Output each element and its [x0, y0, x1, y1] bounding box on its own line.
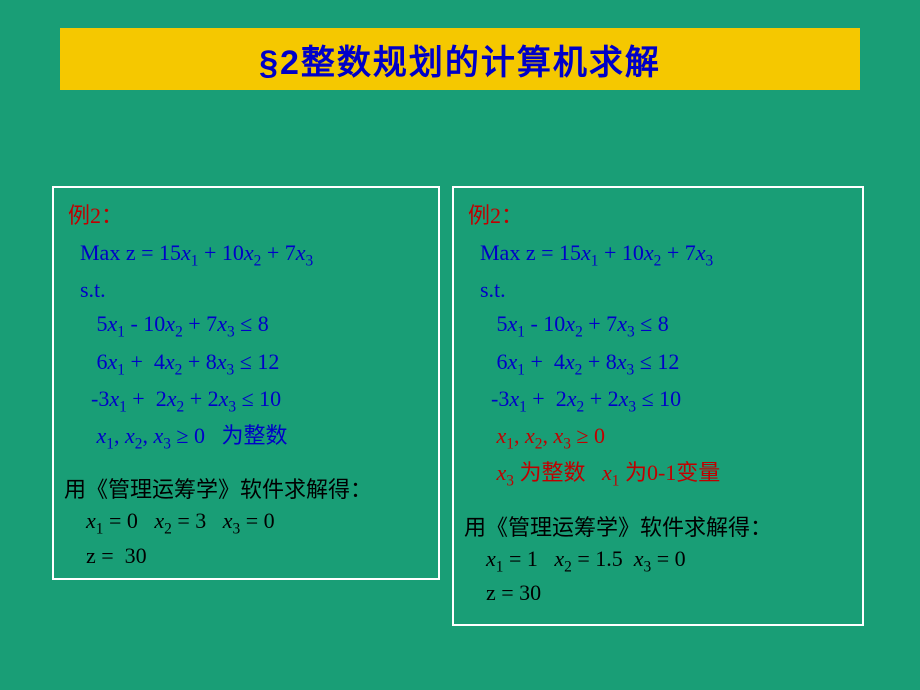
result-row-2-left: z = 30 — [86, 541, 430, 571]
constraint-3-right: -3x1 + 2x2 + 2x3 ≤ 10 — [480, 382, 854, 419]
page-title: §2整数规划的计算机求解 — [259, 35, 661, 84]
math-block-right: Max z = 15x1 + 10x2 + 7x3 s.t. 5x1 - 10x… — [480, 236, 854, 494]
example-box-left: 例2： Max z = 15x1 + 10x2 + 7x3 s.t. 5x1 -… — [52, 186, 440, 580]
result-row-2-right: z = 30 — [486, 578, 854, 608]
constraint-3-left: -3x1 + 2x2 + 2x3 ≤ 10 — [80, 382, 430, 419]
example-label-left: 例2： — [68, 198, 430, 230]
example-label-right: 例2： — [468, 198, 854, 230]
math-block-left: Max z = 15x1 + 10x2 + 7x3 s.t. 5x1 - 10x… — [80, 236, 430, 456]
title-bar: §2整数规划的计算机求解 — [60, 28, 860, 90]
condition-left: x1, x2, x3 ≥ 0 为整数 — [80, 419, 430, 456]
constraint-1-left: 5x1 - 10x2 + 7x3 ≤ 8 — [80, 307, 430, 344]
example-box-right: 例2： Max z = 15x1 + 10x2 + 7x3 s.t. 5x1 -… — [452, 186, 864, 626]
objective-right: Max z = 15x1 + 10x2 + 7x3 — [480, 236, 854, 273]
st-right: s.t. — [480, 273, 854, 307]
st-left: s.t. — [80, 273, 430, 307]
condition-1-right: x1, x2, x3 ≥ 0 — [480, 419, 854, 456]
result-row-1-right: x1 = 1 x2 = 1.5 x3 = 0 — [486, 544, 854, 578]
solver-text-right: 用《管理运筹学》软件求解得： — [464, 510, 854, 542]
objective-left: Max z = 15x1 + 10x2 + 7x3 — [80, 236, 430, 273]
result-right: x1 = 1 x2 = 1.5 x3 = 0 z = 30 — [486, 544, 854, 608]
result-left: x1 = 0 x2 = 3 x3 = 0 z = 30 — [86, 506, 430, 570]
result-row-1-left: x1 = 0 x2 = 3 x3 = 0 — [86, 506, 430, 540]
condition-2-right: x3 为整数 x1 为0-1变量 — [480, 456, 854, 493]
constraint-2-left: 6x1 + 4x2 + 8x3 ≤ 12 — [80, 345, 430, 382]
constraint-2-right: 6x1 + 4x2 + 8x3 ≤ 12 — [480, 345, 854, 382]
constraint-1-right: 5x1 - 10x2 + 7x3 ≤ 8 — [480, 307, 854, 344]
solver-text-left: 用《管理运筹学》软件求解得： — [64, 472, 430, 504]
